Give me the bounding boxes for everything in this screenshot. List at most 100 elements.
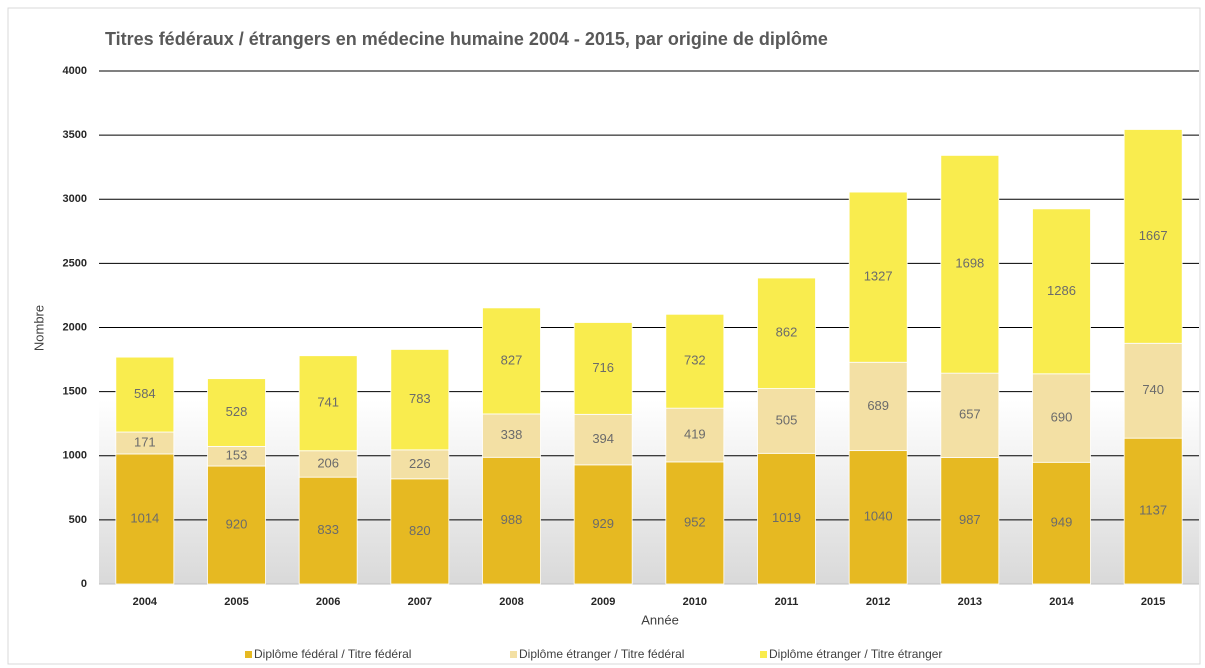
data-label: 657 bbox=[959, 407, 981, 422]
data-label: 1019 bbox=[772, 510, 801, 525]
data-label: 689 bbox=[867, 398, 889, 413]
data-label: 952 bbox=[684, 514, 706, 529]
data-label: 1014 bbox=[130, 510, 159, 525]
y-axis-label: Nombre bbox=[31, 305, 46, 351]
bar-segment bbox=[482, 456, 541, 585]
bar-segment bbox=[1123, 129, 1183, 344]
x-tick-label: 2008 bbox=[499, 596, 523, 608]
data-label: 740 bbox=[1142, 382, 1164, 397]
bar-segment bbox=[298, 476, 358, 585]
data-label: 987 bbox=[959, 512, 981, 527]
data-label: 827 bbox=[501, 352, 523, 367]
data-label: 1286 bbox=[1047, 283, 1076, 298]
bar-segment bbox=[390, 478, 450, 585]
data-label: 929 bbox=[592, 516, 614, 531]
bar-segment bbox=[1123, 437, 1183, 585]
data-label: 153 bbox=[226, 448, 248, 463]
plot-background bbox=[99, 400, 1199, 584]
bar-segment bbox=[390, 349, 450, 451]
legend-label: Diplôme étranger / Titre fédéral bbox=[519, 647, 684, 661]
x-tick-label: 2009 bbox=[591, 596, 615, 608]
y-tick-label: 3000 bbox=[63, 193, 87, 205]
bar-segment bbox=[940, 154, 1000, 374]
data-label: 1327 bbox=[864, 269, 893, 284]
x-tick-label: 2013 bbox=[958, 596, 982, 608]
data-label: 1137 bbox=[1139, 503, 1167, 518]
x-tick-label: 2011 bbox=[775, 596, 799, 608]
data-label: 528 bbox=[226, 404, 248, 419]
frame bbox=[7, 7, 1201, 665]
data-label: 741 bbox=[317, 395, 339, 410]
x-tick-label: 2005 bbox=[224, 596, 248, 608]
data-label: 226 bbox=[409, 456, 431, 471]
x-tick-label: 2007 bbox=[408, 596, 432, 608]
bar-segment bbox=[1032, 208, 1091, 375]
bar-segment bbox=[665, 313, 725, 409]
legend-swatch bbox=[760, 651, 767, 658]
data-label: 820 bbox=[409, 523, 431, 538]
bar-segment bbox=[665, 407, 725, 463]
y-tick-label: 4000 bbox=[63, 65, 87, 77]
x-axis-label: Année bbox=[641, 612, 679, 627]
x-tick-label: 2015 bbox=[1141, 596, 1165, 608]
y-tick-label: 500 bbox=[69, 514, 87, 526]
x-tick-label: 2006 bbox=[316, 596, 340, 608]
data-label: 584 bbox=[134, 386, 156, 401]
bar-segment bbox=[482, 413, 541, 458]
data-label: 949 bbox=[1051, 515, 1073, 530]
x-tick-label: 2014 bbox=[1049, 596, 1074, 608]
bar-segment bbox=[390, 449, 450, 480]
x-tick-label: 2012 bbox=[866, 596, 890, 608]
data-label: 338 bbox=[501, 427, 523, 442]
data-label: 920 bbox=[226, 516, 248, 531]
y-tick-label: 1500 bbox=[63, 386, 87, 398]
bar-segment bbox=[482, 307, 541, 415]
bar-segment bbox=[573, 413, 633, 466]
data-label: 988 bbox=[501, 512, 523, 527]
x-tick-label: 2004 bbox=[133, 596, 158, 608]
bar-segment bbox=[940, 372, 1000, 458]
bar-segment bbox=[573, 322, 633, 415]
data-label: 732 bbox=[684, 353, 706, 368]
bar-segment bbox=[848, 450, 908, 585]
data-label: 783 bbox=[409, 391, 431, 406]
bar-segment bbox=[298, 355, 358, 452]
bar-segment bbox=[848, 191, 908, 363]
data-label: 171 bbox=[134, 434, 156, 449]
y-tick-label: 2000 bbox=[63, 321, 87, 333]
bar-segment bbox=[1123, 342, 1183, 439]
y-tick-label: 3500 bbox=[63, 129, 87, 141]
legend-label: Diplôme étranger / Titre étranger bbox=[769, 647, 942, 661]
y-tick-label: 0 bbox=[81, 578, 87, 590]
bar-segment bbox=[207, 378, 266, 447]
data-label: 716 bbox=[592, 360, 614, 375]
bar-segment bbox=[848, 361, 908, 452]
bar-segment bbox=[757, 277, 816, 389]
legend-swatch bbox=[245, 651, 252, 658]
legend-swatch bbox=[510, 651, 517, 658]
y-tick-label: 2500 bbox=[63, 257, 87, 269]
bar-segment bbox=[1032, 373, 1091, 463]
x-tick-label: 2010 bbox=[683, 596, 707, 608]
data-label: 419 bbox=[684, 426, 706, 441]
data-label: 1698 bbox=[955, 256, 984, 271]
legend-label: Diplôme fédéral / Titre fédéral bbox=[254, 647, 411, 661]
bar-segment bbox=[757, 452, 816, 585]
bar-segment bbox=[115, 356, 175, 433]
data-label: 1667 bbox=[1139, 228, 1168, 243]
y-tick-label: 1000 bbox=[63, 450, 87, 462]
bar-segment bbox=[573, 464, 633, 585]
data-label: 505 bbox=[776, 412, 798, 427]
data-label: 394 bbox=[592, 431, 614, 446]
bar-segment bbox=[1032, 461, 1091, 585]
data-label: 833 bbox=[317, 522, 339, 537]
bar-segment bbox=[665, 461, 725, 585]
data-label: 862 bbox=[776, 325, 798, 340]
data-label: 206 bbox=[317, 455, 339, 470]
chart-title: Titres fédéraux / étrangers en médecine … bbox=[105, 29, 828, 49]
bar-segment bbox=[757, 388, 816, 454]
data-label: 690 bbox=[1051, 409, 1073, 424]
data-label: 1040 bbox=[864, 509, 893, 524]
bar-segment bbox=[115, 453, 175, 585]
